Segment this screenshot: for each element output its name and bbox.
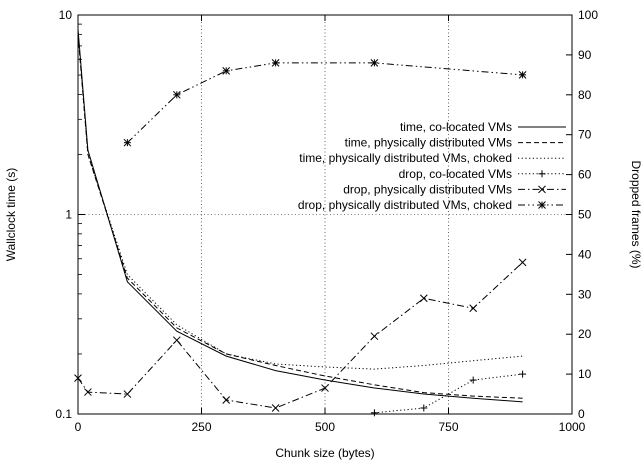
x-tick-label: 750 xyxy=(438,420,458,434)
y-tick-label: 10 xyxy=(59,8,73,22)
legend: time, co-located VMs time, physically dis… xyxy=(298,120,566,212)
y2-tick-label: 30 xyxy=(578,287,592,301)
legend-item: time, physically distributed VMs, choked xyxy=(299,151,566,165)
y-tick-label: 0.1 xyxy=(55,407,72,421)
y2-tick-label: 0 xyxy=(578,407,585,421)
data-point-x xyxy=(172,336,181,345)
series-line xyxy=(374,373,523,414)
data-point-star xyxy=(370,59,379,67)
legend-label: drop, co-located VMs xyxy=(399,167,512,181)
data-point-plus xyxy=(370,409,378,417)
legend-label: drop, physically distributed VMs xyxy=(343,182,512,196)
series-2 xyxy=(77,34,523,399)
legend-item: drop, physically distributed VMs, choked xyxy=(298,198,566,212)
series-line xyxy=(127,62,523,144)
series-line xyxy=(77,29,523,403)
data-point-x xyxy=(271,404,280,412)
data-point-x xyxy=(469,304,478,313)
data-point-star xyxy=(271,59,280,67)
legend-item: time, co-located VMs xyxy=(400,120,566,134)
data-point-x xyxy=(84,388,92,396)
series-layer xyxy=(74,29,527,417)
series-line xyxy=(77,32,523,370)
series-line xyxy=(77,262,523,409)
series-5 xyxy=(74,258,527,412)
legend-item: drop, co-located VMs xyxy=(399,167,566,181)
legend-item: time, physically distributed VMs xyxy=(345,136,566,150)
axis-ticks: 0 250 500 750 10000.111001020304050607080901… xyxy=(55,8,598,434)
data-point-star xyxy=(222,67,231,75)
data-point-x xyxy=(74,374,82,382)
data-point-star xyxy=(123,138,132,147)
x-tick-label: 0 xyxy=(75,420,82,434)
legend-label: time, co-located VMs xyxy=(400,120,512,134)
y-axis-label: Wallclock time (s) xyxy=(4,168,18,262)
y2-tick-label: 80 xyxy=(578,88,592,102)
data-point-x xyxy=(123,390,132,398)
series-line xyxy=(77,34,523,399)
x-tick-label: 1000 xyxy=(559,420,586,434)
x-tick-label: 500 xyxy=(315,420,335,434)
data-point-x xyxy=(222,396,231,404)
y2-tick-label: 100 xyxy=(578,8,598,22)
data-point-x xyxy=(370,332,379,341)
legend-item: drop, physically distributed VMs xyxy=(343,182,566,196)
data-point-plus xyxy=(519,370,527,378)
legend-label: drop, physically distributed VMs, choked xyxy=(298,198,512,212)
y2-tick-label: 90 xyxy=(578,48,592,62)
series-3 xyxy=(77,32,523,370)
series-6 xyxy=(123,59,527,147)
y2-tick-label: 70 xyxy=(578,128,592,142)
y2-tick-label: 40 xyxy=(578,247,592,261)
data-point-x xyxy=(538,185,546,194)
y2-axis-label: Dropped frames (%) xyxy=(629,160,642,268)
grid-lines xyxy=(78,15,572,414)
legend-label: time, physically distributed VMs xyxy=(345,136,512,150)
data-point-star xyxy=(172,90,181,99)
y2-tick-label: 20 xyxy=(578,327,592,341)
y-tick-label: 1 xyxy=(65,208,72,222)
x-axis-label: Chunk size (bytes) xyxy=(275,446,374,460)
y2-tick-label: 60 xyxy=(578,168,592,182)
data-point-star xyxy=(518,70,527,79)
y2-tick-label: 10 xyxy=(578,367,592,381)
legend-label: time, physically distributed VMs, choked xyxy=(299,151,512,165)
series-1 xyxy=(77,29,523,403)
data-point-x xyxy=(419,294,428,303)
y2-tick-label: 50 xyxy=(578,208,592,222)
data-point-plus xyxy=(469,376,477,384)
data-point-plus xyxy=(538,170,546,178)
x-tick-label: 250 xyxy=(191,420,211,434)
series-4 xyxy=(370,370,527,417)
data-point-star xyxy=(538,201,546,209)
data-point-x xyxy=(321,384,329,392)
data-point-x xyxy=(518,258,527,267)
data-point-plus xyxy=(420,404,428,412)
